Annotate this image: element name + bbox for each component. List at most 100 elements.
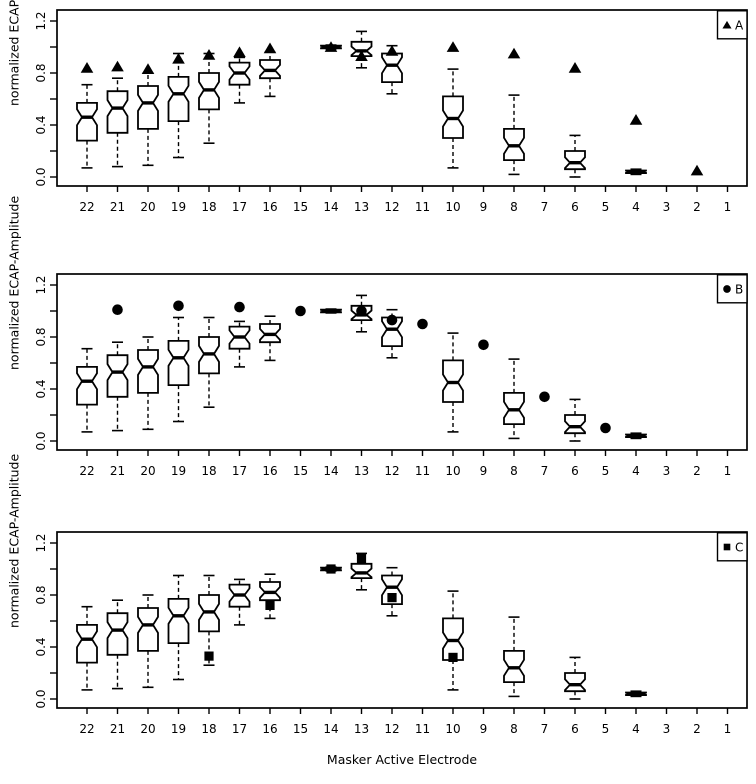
x-tick-label: 11: [415, 722, 430, 736]
boxplot: [320, 308, 342, 314]
x-tick-label: 4: [632, 722, 640, 736]
y-tick-label: 1.2: [34, 533, 48, 552]
y-tick-label: 0.8: [34, 585, 48, 604]
panel-b-plot: 0.00.40.81.222 21 20 19 18 17 16 15 14 13 12 11 10 9 8…: [34, 273, 748, 478]
x-tick-label: 14: [323, 200, 338, 214]
y-axis-title-panel-c: normalized ECAP-Amplitude: [6, 453, 22, 628]
y-tick-label: 0.4: [34, 115, 48, 134]
x-tick-label: 6: [571, 722, 579, 736]
boxplot: [564, 134, 586, 178]
x-tick-label: 18: [201, 200, 216, 214]
boxplot: [442, 68, 464, 169]
x-tick-label: 9: [480, 464, 488, 478]
boxplot: [259, 315, 281, 362]
x-tick-label: 22: [79, 722, 94, 736]
x-tick-label: 15: [293, 722, 308, 736]
axes-panel-a: 0.00.40.81.222 21 20 19 18 17 16 15 14 13 12 11 10 9 8…: [34, 9, 748, 214]
x-tick-label: 10: [445, 464, 460, 478]
x-tick-label: 21: [110, 200, 125, 214]
x-tick-label: 11: [415, 200, 430, 214]
x-tick-label: 5: [602, 200, 610, 214]
y-tick-label: 0.0: [34, 167, 48, 186]
boxplot: [259, 51, 281, 98]
x-tick-label: 2: [693, 722, 701, 736]
boxplot: [137, 336, 159, 431]
x-tick-label: 11: [415, 464, 430, 478]
y-tick-label: 0.4: [34, 379, 48, 398]
x-tick-label: 1: [724, 722, 732, 736]
x-tick-label: 13: [354, 722, 369, 736]
markers-panel-b: [112, 300, 611, 434]
boxplot: [198, 574, 220, 666]
boxplots-panel-c: [76, 552, 647, 700]
boxplot: [76, 83, 98, 169]
boxplot: [167, 316, 190, 423]
x-tick-label: 1: [724, 200, 732, 214]
axes-panel-c: 0.00.40.81.222 21 20 19 18 17 16 15 14 13 12 11 10 9 8…: [34, 531, 748, 736]
x-tick-label: 17: [232, 722, 247, 736]
legend-panel-a: A: [716, 10, 748, 40]
boxplot: [625, 432, 647, 440]
x-tick-label: 8: [510, 722, 518, 736]
x-tick-label: 21: [110, 722, 125, 736]
x-tick-label: 7: [541, 200, 549, 214]
y-tick-label: 0.8: [34, 63, 48, 82]
x-tick-label: 4: [632, 200, 640, 214]
x-tick-label: 20: [140, 464, 155, 478]
x-tick-label: 3: [663, 722, 671, 736]
x-tick-label: 12: [384, 722, 399, 736]
boxplot: [228, 56, 251, 104]
x-tick-label: 15: [293, 464, 308, 478]
x-tick-label: 2: [693, 464, 701, 478]
x-tick-label: 19: [171, 464, 186, 478]
x-tick-label: 20: [140, 722, 155, 736]
boxplot: [76, 605, 98, 691]
boxplot: [503, 616, 525, 698]
boxplot: [381, 44, 403, 95]
x-tick-label: 17: [232, 464, 247, 478]
x-tick-label: 16: [262, 464, 277, 478]
x-tick-label: 6: [571, 200, 579, 214]
boxplot: [442, 332, 464, 433]
x-tick-label: 19: [171, 722, 186, 736]
y-tick-label: 0.4: [34, 637, 48, 656]
x-tick-label: 20: [140, 200, 155, 214]
boxplot: [350, 30, 373, 69]
boxplot: [106, 599, 129, 690]
x-tick-label: 8: [510, 464, 518, 478]
x-tick-label: 21: [110, 464, 125, 478]
boxplot: [198, 52, 220, 144]
boxplot: [625, 168, 647, 176]
x-tick-label: 5: [602, 722, 610, 736]
boxplot: [442, 590, 464, 691]
x-tick-label: 14: [323, 722, 338, 736]
boxplot: [259, 573, 281, 620]
y-tick-label: 0.8: [34, 327, 48, 346]
x-tick-label: 6: [571, 464, 579, 478]
x-tick-label: 16: [262, 200, 277, 214]
boxplot: [76, 347, 98, 433]
x-tick-label: 3: [663, 464, 671, 478]
legend-label: C: [735, 541, 743, 555]
boxplot: [625, 690, 647, 698]
x-tick-label: 18: [201, 722, 216, 736]
boxplot: [381, 308, 403, 359]
boxplot: [320, 44, 342, 50]
axes-panel-b: 0.00.40.81.222 21 20 19 18 17 16 15 14 13 12 11 10 9 8…: [34, 273, 748, 478]
x-tick-label: 9: [480, 200, 488, 214]
x-tick-label: 9: [480, 722, 488, 736]
panel-c-plot: 0.00.40.81.222 21 20 19 18 17 16 15 14 13 12 11 10 9 8…: [34, 531, 748, 736]
x-tick-label: 12: [384, 464, 399, 478]
boxplot: [106, 341, 129, 432]
x-tick-label: 10: [445, 722, 460, 736]
legend-label: B: [735, 283, 743, 297]
x-tick-label: 5: [602, 464, 610, 478]
y-axis-title-panel-b: normalized ECAP-Amplitude: [6, 195, 22, 370]
y-tick-label: 1.2: [34, 11, 48, 30]
x-tick-label: 10: [445, 200, 460, 214]
boxplot: [137, 594, 159, 689]
x-tick-label: 3: [663, 200, 671, 214]
x-tick-label: 8: [510, 200, 518, 214]
markers-panel-a: [80, 41, 704, 176]
